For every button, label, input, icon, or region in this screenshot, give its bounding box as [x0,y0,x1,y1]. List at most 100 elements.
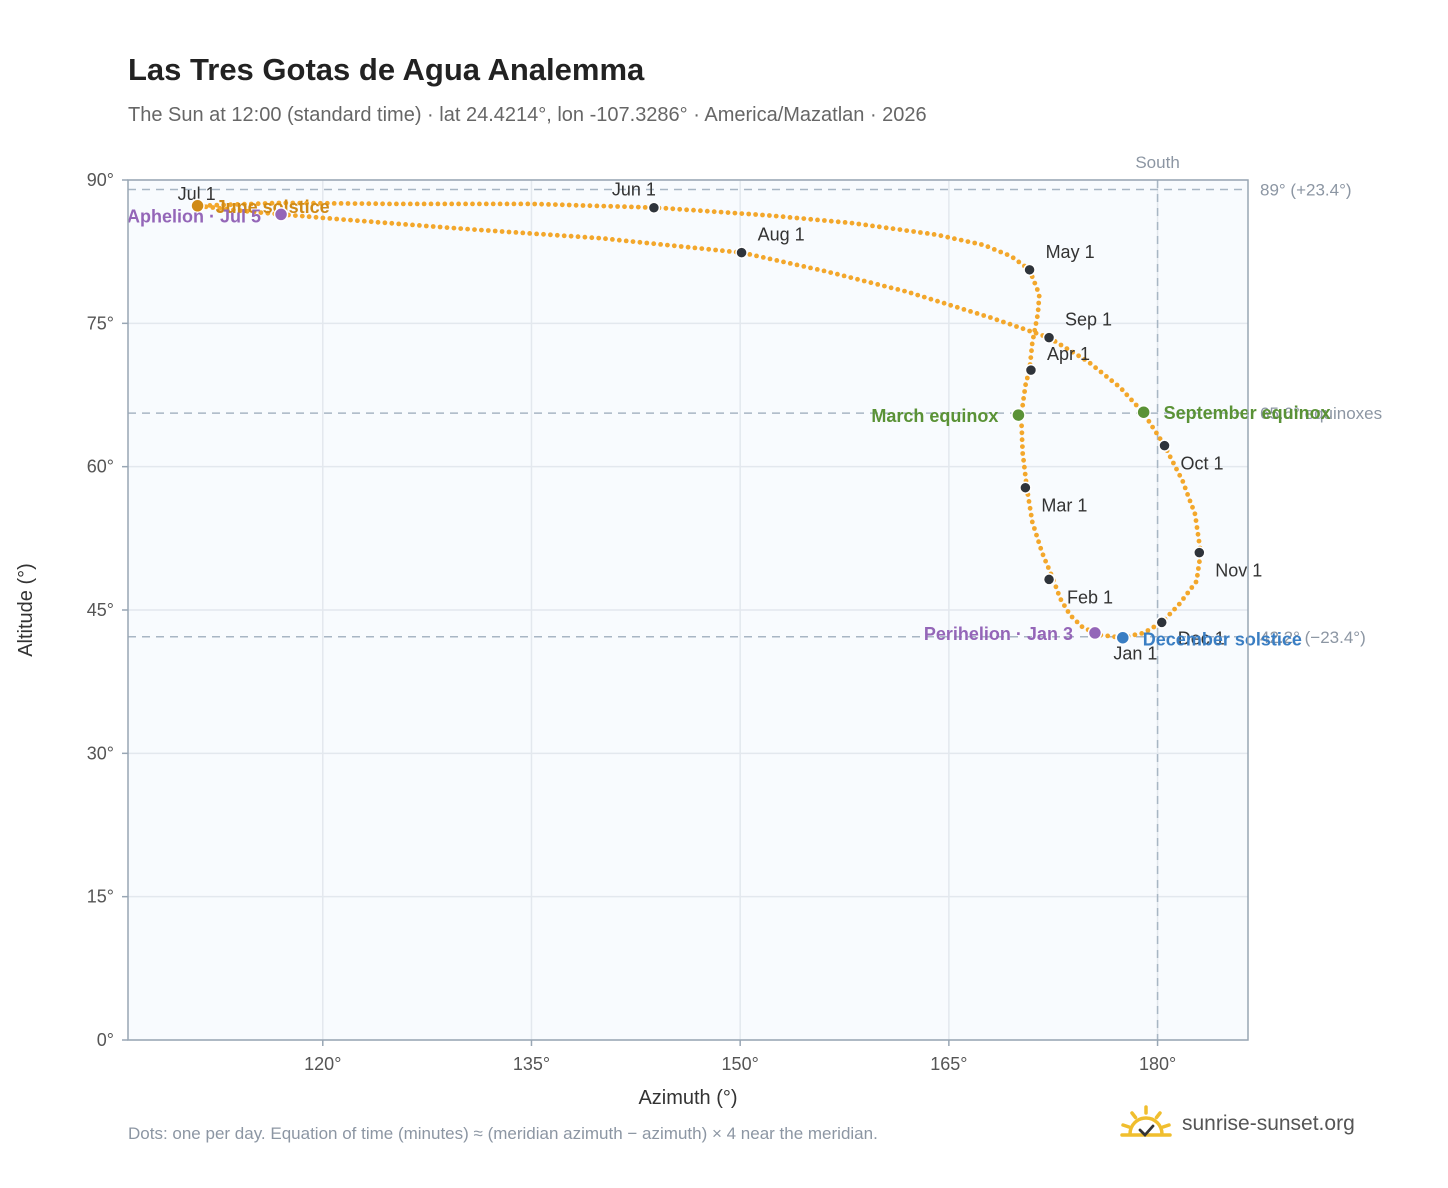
low-altitude-label: 42.2° (−23.4°) [1260,628,1366,647]
daily-sun-dot [224,206,230,212]
daily-sun-dot [863,222,869,228]
daily-sun-dot [444,225,450,231]
daily-sun-dot [1036,293,1042,299]
daily-sun-dot [991,247,997,252]
analemma-path [196,200,1203,641]
daily-sun-dot [787,261,793,266]
daily-sun-dot [525,201,531,207]
month-label: Jan 1 [1113,644,1157,664]
daily-sun-dot [1185,590,1191,596]
daily-sun-dot [297,200,303,206]
daily-sun-dot [575,234,581,240]
daily-sun-dot [463,201,468,207]
daily-sun-dot [965,239,971,245]
event-label: December solstice [1143,630,1302,650]
daily-sun-dot [1027,505,1033,511]
daily-sun-dot [465,226,470,232]
daily-sun-dot [1197,559,1202,565]
daily-sun-dot [935,298,940,304]
daily-sun-dot [400,201,406,207]
event-label: Perihelion · Jan 3 [924,624,1073,644]
daily-sun-dot [485,228,491,233]
daily-sun-dot [428,201,434,207]
month-label: Apr 1 [1047,344,1090,364]
daily-sun-dot [868,280,874,286]
daily-sun-dot [458,226,464,232]
daily-sun-dot [1020,402,1026,408]
daily-sun-dot [1195,572,1200,578]
daily-sun-dot [1045,565,1051,570]
daily-sun-dot [548,232,553,238]
daily-sun-dot [948,302,954,308]
daily-sun-dot [1028,512,1034,518]
daily-sun-dot [760,212,765,218]
daily-sun-dot [513,230,519,235]
y-tick-label: 45° [87,600,114,620]
daily-sun-dot [1124,392,1130,398]
daily-sun-dot [299,213,305,219]
daily-sun-dot [237,208,243,214]
daily-sun-dot [692,245,698,251]
daily-sun-dot [911,229,916,234]
daily-sun-dot [781,259,786,265]
daily-sun-dot [221,202,227,208]
daily-sun-dot [732,210,738,216]
daily-sun-dot [945,234,951,240]
daily-sun-dot [902,288,907,294]
daily-sun-dot [214,202,220,208]
event-marker [190,198,205,214]
daily-sun-dot [573,202,579,208]
y-tick-label: 90° [87,170,114,190]
daily-sun-dot [477,201,482,207]
daily-sun-dot [559,202,565,208]
daily-sun-dot [711,209,717,215]
daily-sun-dot [678,244,684,249]
daily-sun-dot [861,278,867,284]
daily-sun-dot [642,205,648,210]
daily-sun-dot [979,242,984,247]
daily-sun-dot [582,234,588,240]
daily-sun-dot [794,215,800,221]
daily-sun-dot [587,203,593,209]
daily-sun-dot [242,201,247,207]
daily-sun-dot [1026,499,1032,504]
daily-sun-dot [1098,369,1104,375]
daily-sun-dot [774,258,780,263]
daily-sun-dot [1022,464,1027,470]
brand[interactable]: sunrise-sunset.org [1120,1104,1355,1144]
daily-sun-dot [331,201,337,206]
daily-sun-dot [1082,357,1087,362]
daily-sun-dot [904,228,910,234]
daily-sun-dot [541,231,546,237]
daily-sun-dot [1055,590,1061,596]
daily-sun-dot [251,209,257,215]
month-label: Jul 1 [178,184,216,204]
daily-sun-dot [1151,624,1157,630]
daily-sun-dot [1146,418,1152,424]
daily-sun-dot [394,201,399,207]
daily-sun-dot [890,226,896,232]
daily-sun-dot [262,201,268,206]
daily-sun-dot [435,201,441,207]
daily-sun-dot [1022,389,1027,394]
month-marker [1024,363,1038,377]
daily-sun-dot [822,218,827,223]
daily-sun-dot [1032,280,1038,286]
daily-sun-dot [1079,624,1085,630]
daily-sun-dot [320,215,326,221]
equinox-altitude-label: 65.6° equinoxes [1260,404,1382,423]
daily-sun-dot [1019,437,1025,443]
daily-sun-dot [479,227,484,233]
daily-sun-dot [1038,545,1044,551]
daily-sun-dot [217,205,223,211]
daily-sun-dot [747,252,753,257]
daily-sun-dot [306,214,312,220]
daily-sun-dot [815,217,820,223]
daily-sun-dot [1093,365,1098,371]
daily-sun-dot [492,228,498,234]
daily-sun-dot [1036,539,1041,545]
daily-sun-dot [713,247,718,253]
daily-sun-dot [338,201,344,206]
daily-sun-dot [244,208,250,214]
